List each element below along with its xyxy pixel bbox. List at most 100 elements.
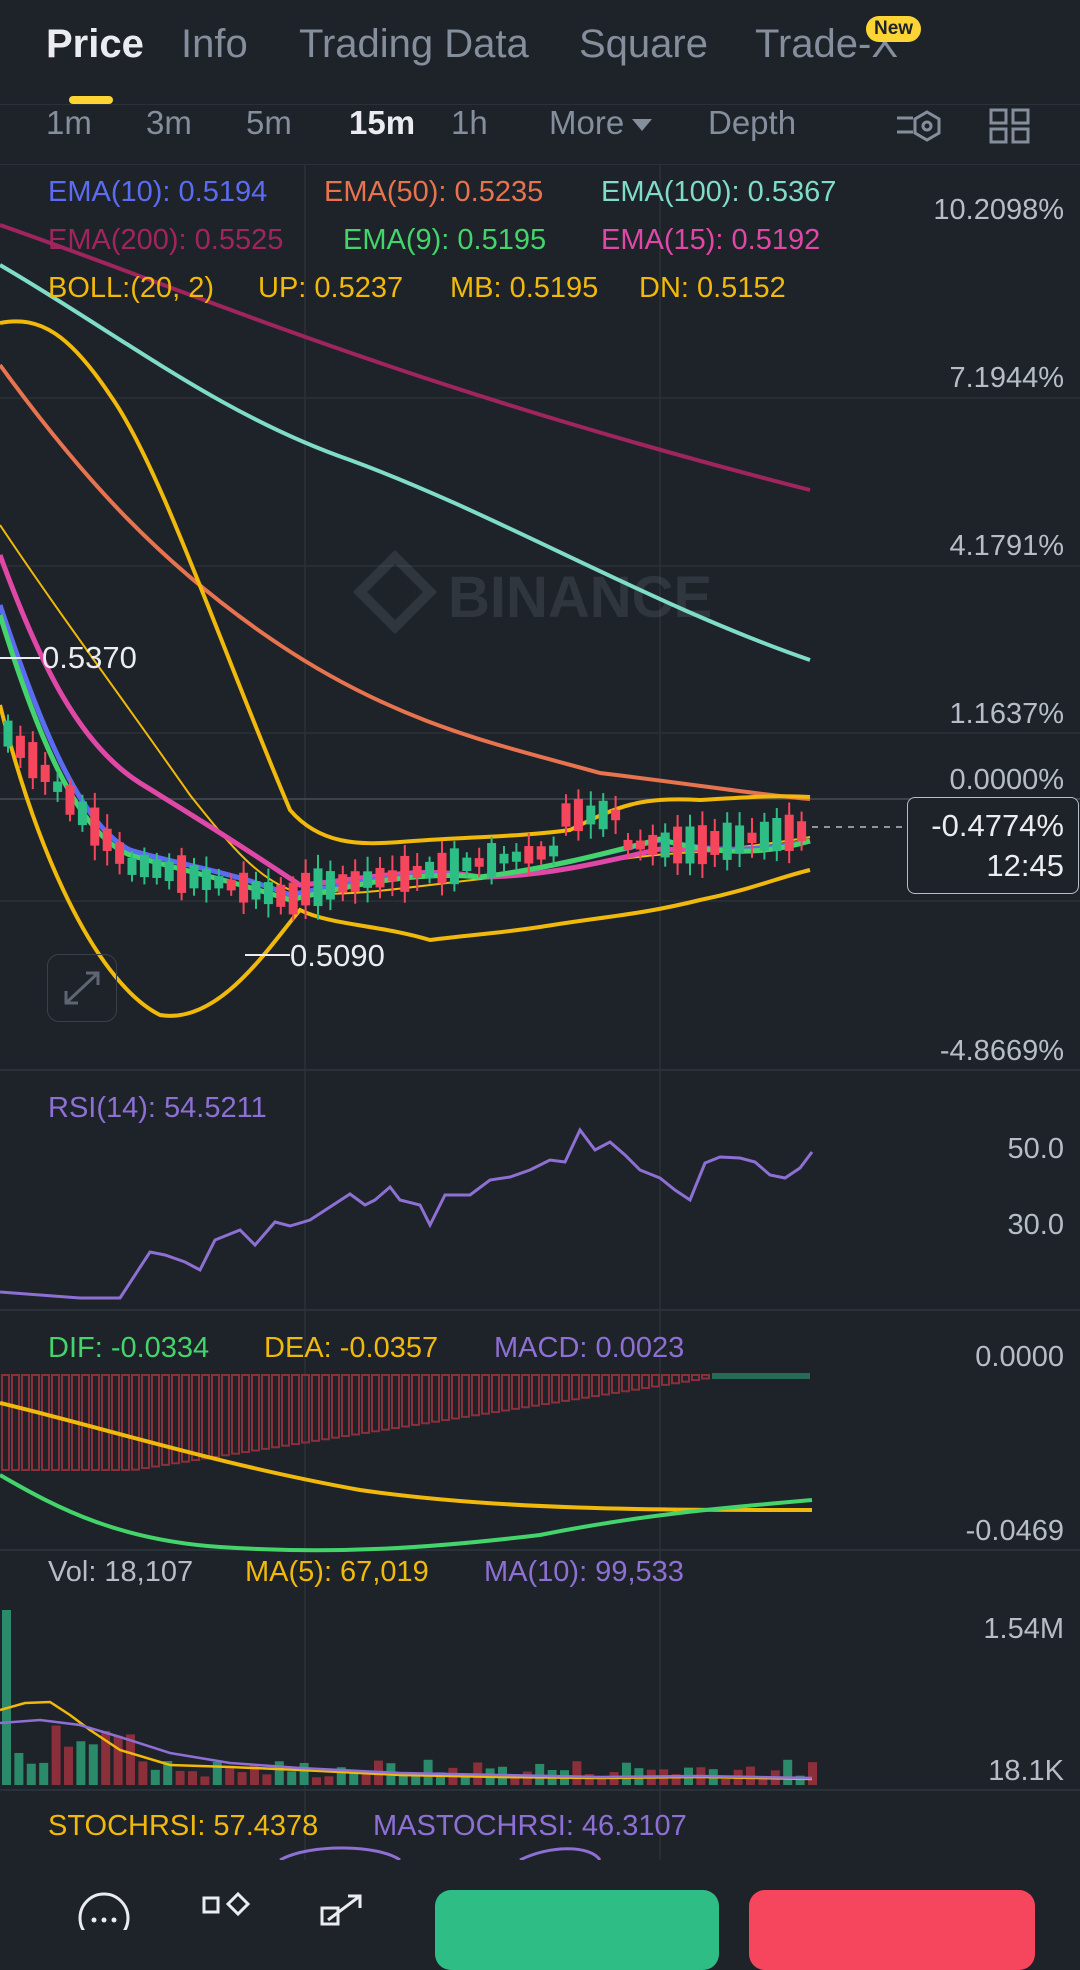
depth-tab[interactable]: Depth xyxy=(708,104,797,141)
candle-body xyxy=(152,859,162,878)
macd-bar xyxy=(591,1374,600,1398)
macd-bar xyxy=(271,1374,280,1449)
volume-bar xyxy=(411,1776,421,1785)
candle-body xyxy=(425,861,435,879)
volume-bar xyxy=(361,1772,371,1785)
volume-bar xyxy=(250,1764,259,1785)
macd-bar xyxy=(301,1374,310,1444)
more-dropdown[interactable]: More xyxy=(549,104,653,142)
candle-body xyxy=(338,874,348,893)
volume-bar xyxy=(225,1768,235,1785)
interval-1h[interactable]: 1h xyxy=(451,104,488,141)
candle-body xyxy=(288,882,298,915)
macd-bar xyxy=(161,1374,170,1466)
caret-down-icon xyxy=(632,119,653,132)
interval-5m[interactable]: 5m xyxy=(246,104,292,141)
volume-bar xyxy=(671,1774,681,1785)
candle-body xyxy=(400,855,410,892)
interval-15m[interactable]: 15m xyxy=(349,104,416,141)
volume-bar xyxy=(274,1761,284,1785)
candle-body xyxy=(598,800,608,830)
macd-bar xyxy=(671,1374,680,1385)
volume-bar xyxy=(795,1775,805,1785)
buy-button[interactable] xyxy=(435,1890,719,1970)
macd-bar xyxy=(361,1374,370,1434)
volume-bar xyxy=(262,1774,272,1785)
chat-icon[interactable] xyxy=(76,1890,132,1930)
indicator-settings-icon[interactable] xyxy=(895,106,943,146)
macd-bar xyxy=(181,1374,190,1463)
volume-bar xyxy=(622,1762,631,1785)
candle-body xyxy=(201,869,211,890)
macd-bar xyxy=(501,1374,510,1412)
interval-1m[interactable]: 1m xyxy=(46,104,92,141)
candle-body xyxy=(102,828,112,851)
candle-body xyxy=(412,865,422,878)
macd-bar xyxy=(151,1374,160,1468)
candle-body xyxy=(474,858,484,867)
fullscreen-button[interactable] xyxy=(47,954,117,1022)
macd-bar xyxy=(201,1374,210,1460)
candle-body xyxy=(90,807,100,846)
macd-bar xyxy=(511,1374,520,1410)
apps-icon[interactable] xyxy=(198,1890,254,1930)
volume-bar xyxy=(312,1777,321,1785)
macd-bar xyxy=(371,1374,380,1433)
macd-bar xyxy=(531,1374,540,1407)
trade-link-icon[interactable] xyxy=(318,1890,374,1930)
candle-body xyxy=(251,881,261,900)
macd-bar xyxy=(631,1374,640,1391)
volume-bar xyxy=(436,1772,445,1785)
candle-body xyxy=(77,801,87,826)
volume-bar xyxy=(758,1777,768,1785)
macd-value-legend: MACD: 0.0023 xyxy=(494,1332,685,1364)
tab-info[interactable]: Info xyxy=(181,22,248,66)
macd-bar xyxy=(401,1374,410,1428)
tab-trading-data[interactable]: Trading Data xyxy=(299,22,529,66)
volume-bar xyxy=(14,1752,24,1785)
candle-body xyxy=(722,822,732,860)
volume-bar xyxy=(163,1760,173,1785)
expand-icon xyxy=(64,971,100,1005)
price-axis-label: 0.0000% xyxy=(949,764,1065,796)
candlestick-chart[interactable]: BINANCE 0.5370 0.5090 xyxy=(0,165,1080,1860)
macd-axis-label: 0.0000 xyxy=(975,1341,1064,1373)
tab-price[interactable]: Price xyxy=(46,22,144,66)
active-tab-indicator xyxy=(69,96,113,104)
volume-bar xyxy=(188,1771,197,1785)
macd-bar xyxy=(211,1374,220,1458)
volume-bar xyxy=(336,1767,346,1785)
candle-body xyxy=(139,854,149,878)
tab-square[interactable]: Square xyxy=(579,22,708,66)
volume-bar xyxy=(76,1741,86,1785)
current-change: -0.4774% xyxy=(931,808,1064,843)
candle-body xyxy=(363,871,373,888)
macd-bar xyxy=(91,1374,100,1471)
more-label: More xyxy=(549,104,625,141)
candle-body xyxy=(276,884,286,907)
boll-dn-legend: DN: 0.5152 xyxy=(639,272,786,304)
macd-bar xyxy=(441,1374,450,1422)
candle-body xyxy=(747,832,757,844)
volume-bar xyxy=(783,1759,793,1785)
macd-bar xyxy=(461,1374,470,1418)
ema100-legend: EMA(100): 0.5367 xyxy=(601,176,837,208)
boll-mb-legend: MB: 0.5195 xyxy=(450,272,599,304)
price-axis-label: 7.1944% xyxy=(949,362,1065,394)
macd-bar xyxy=(521,1374,530,1409)
sell-button[interactable] xyxy=(749,1890,1035,1970)
macd-bar xyxy=(331,1374,340,1439)
ema100-line xyxy=(0,263,811,662)
svg-text:BINANCE: BINANCE xyxy=(448,565,712,630)
candle-body xyxy=(524,846,534,864)
low-price-marker: 0.5090 xyxy=(290,938,385,973)
volume-bar xyxy=(126,1734,135,1785)
macd-bar xyxy=(281,1374,290,1447)
new-badge: New xyxy=(866,16,922,42)
macd-bar xyxy=(621,1374,630,1393)
layout-grid-icon[interactable] xyxy=(988,106,1032,146)
macd-bar xyxy=(471,1374,480,1417)
ema200-line xyxy=(0,223,811,492)
candle-body xyxy=(648,834,658,856)
interval-3m[interactable]: 3m xyxy=(146,104,192,141)
